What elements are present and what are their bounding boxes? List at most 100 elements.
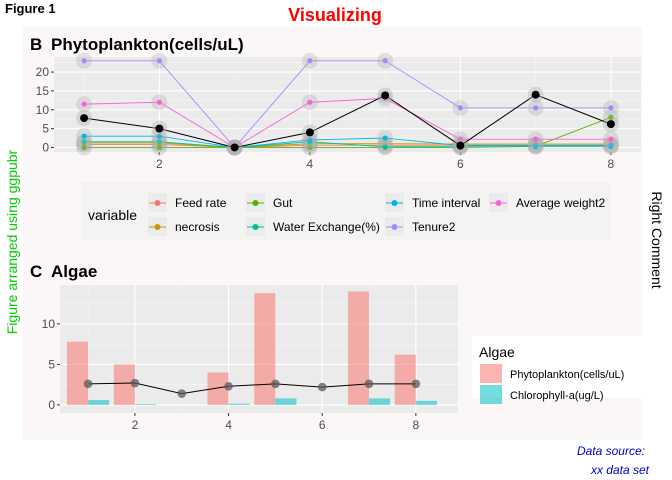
overlay-point: [83, 379, 93, 389]
y-tick-label: 20: [36, 65, 50, 79]
panel-c-title: Algae: [51, 262, 97, 281]
legend-label: Phytoplankton(cells/uL): [510, 369, 624, 381]
legend-b-title: variable: [88, 207, 137, 223]
series-line: [84, 98, 611, 149]
data-point: [533, 136, 539, 142]
data-point: [608, 142, 614, 149]
legend-label: Gut: [273, 196, 293, 210]
series-line: [84, 142, 611, 148]
panel-b-plot-area: [54, 57, 641, 152]
overlay-point: [130, 378, 140, 388]
y-tick-label: 0: [42, 140, 49, 154]
figure-tag: Figure 1: [5, 1, 56, 16]
x-tick-label: 6: [319, 418, 326, 432]
data-point: [608, 114, 614, 120]
data-point: [307, 137, 313, 143]
data-point: [156, 99, 162, 105]
panel-c-plot: 2 4 6 8 0 5 10: [42, 285, 458, 432]
legend-key: [480, 385, 502, 404]
data-point: [307, 144, 313, 151]
y-tick-label: 10: [42, 317, 56, 331]
bar: [113, 364, 135, 405]
highlight-point: [531, 90, 540, 99]
panel-c-tag: C: [30, 262, 42, 281]
y-tick-label: 15: [36, 84, 50, 98]
legend-c-title: Algae: [479, 344, 515, 360]
bar: [67, 341, 89, 405]
bar: [254, 293, 276, 405]
data-point: [382, 135, 388, 141]
series-line: [84, 141, 611, 148]
bar: [394, 354, 416, 405]
caption-line-2: xx data set: [590, 463, 650, 477]
caption-line-1: Data source:: [577, 444, 645, 458]
x-tick-label: 8: [608, 157, 615, 171]
bar: [134, 404, 156, 405]
panel-b-plot: 2 4 6 8 0 5 10 15 20: [36, 52, 641, 171]
legend-key-point: [252, 224, 259, 230]
y-tick-label: 5: [42, 122, 49, 136]
highlight-point: [305, 128, 314, 137]
bar: [369, 398, 391, 405]
panel-b-legend: variable Feed rate necrosis Gut Water Exchan…: [81, 182, 611, 240]
legend-label: necrosis: [175, 220, 220, 234]
bar: [88, 400, 110, 405]
legend-key-point: [495, 200, 502, 206]
y-tick-label: 10: [36, 103, 50, 117]
highlight-point: [381, 91, 390, 100]
overlay-point: [364, 379, 374, 389]
legend-key-point: [252, 200, 259, 206]
data-point: [382, 58, 388, 64]
x-tick-label: 4: [307, 157, 314, 171]
bar: [207, 372, 229, 405]
bar: [228, 403, 250, 405]
x-tick-label: 4: [225, 418, 232, 432]
legend-key-point: [154, 200, 161, 206]
data-point: [307, 99, 313, 105]
data-point: [608, 136, 614, 142]
highlight-point: [456, 141, 465, 150]
legend-b-box: [81, 182, 611, 240]
overlay-point: [177, 389, 187, 398]
overlay-point: [224, 381, 233, 391]
overlay-point: [411, 379, 421, 389]
legend-label: Chlorophyll-a(ug/L): [510, 390, 604, 402]
legend-label: Tenure2: [412, 220, 456, 234]
x-tick-label: 6: [457, 157, 464, 171]
data-point: [156, 133, 162, 139]
data-point: [156, 144, 162, 151]
y-tick-label: 0: [48, 398, 55, 412]
legend-key-point: [154, 224, 161, 230]
x-tick-label: 2: [132, 418, 139, 432]
x-tick-label: 2: [156, 157, 163, 171]
highlight-point: [230, 143, 239, 152]
data-point: [533, 142, 539, 149]
data-point: [608, 105, 614, 111]
data-point: [81, 139, 87, 145]
panel-c-legend: Algae Phytoplankton(cells/uL) Chlorophyll-…: [472, 336, 642, 404]
legend-label: Feed rate: [175, 196, 227, 210]
bar: [415, 400, 437, 405]
overlay-point: [271, 379, 280, 389]
right-side-label: Right Comment: [649, 191, 665, 288]
data-point: [457, 136, 463, 142]
legend-key-point: [391, 224, 398, 230]
data-point: [156, 58, 162, 64]
legend-label: Average weight2: [516, 196, 606, 210]
highlight-point: [80, 114, 89, 123]
figure-title: Visualizing: [288, 5, 382, 25]
data-point: [81, 58, 87, 64]
panel-b-title: Phytoplankton(cells/uL): [51, 35, 244, 54]
legend-key: [480, 364, 502, 383]
overlay-line: [88, 382, 416, 395]
series-line: [84, 60, 611, 149]
data-point: [382, 144, 388, 150]
data-point: [307, 58, 313, 64]
highlight-line: [84, 94, 612, 148]
legend-label: Water Exchange(%): [273, 220, 380, 234]
y-tick-label: 5: [48, 357, 55, 371]
highlight-point: [606, 120, 615, 129]
legend-label: Time interval: [412, 196, 480, 210]
data-point: [533, 105, 539, 111]
